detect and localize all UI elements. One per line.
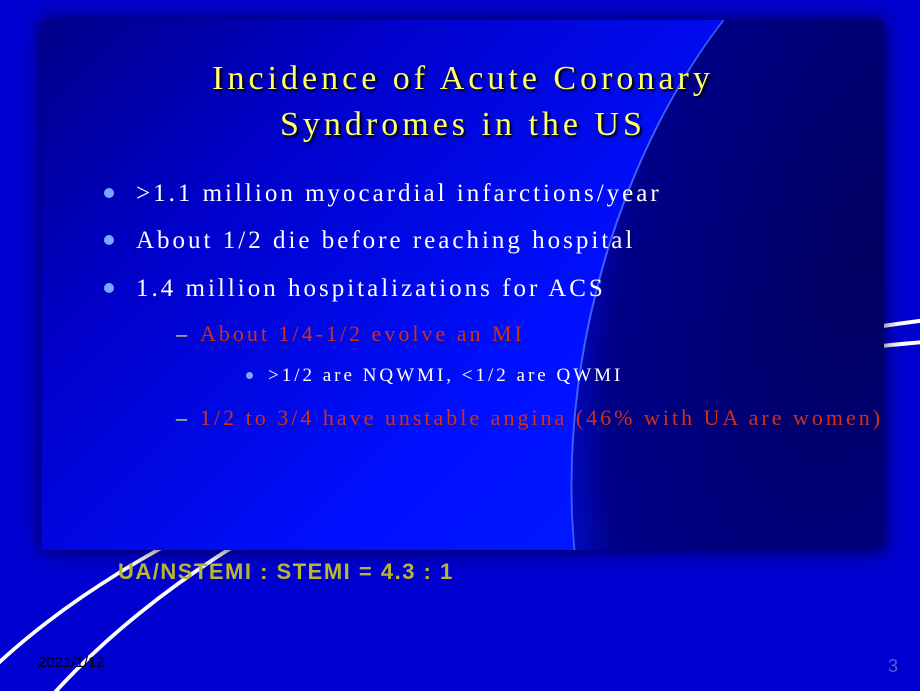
ratio-line: UA/NSTEMI : STEMI = 4.3 : 1 — [118, 559, 454, 585]
footer-date: 2021/1/12 — [38, 654, 105, 671]
bullet-3: 1.4 million hospitalizations for ACS Abo… — [104, 265, 884, 440]
slide-title: Incidence of Acute Coronary Syndromes in… — [42, 20, 884, 166]
sub-list-1: About 1/4-1/2 evolve an MI >1/2 are NQWM… — [136, 312, 884, 440]
subsub-bullet-1: >1/2 are NQWMI, <1/2 are QWMI — [246, 356, 884, 396]
sub-bullet-1-text: About 1/4-1/2 evolve an MI — [200, 321, 525, 346]
title-line-1: Incidence of Acute Coronary — [212, 60, 714, 97]
slide-background: Incidence of Acute Coronary Syndromes in… — [0, 0, 920, 691]
bullet-1: >1.1 million myocardial infarctions/year — [104, 170, 884, 218]
footer-page-number: 3 — [888, 656, 898, 677]
bullet-3-text: 1.4 million hospitalizations for ACS — [136, 275, 606, 302]
content-panel: Incidence of Acute Coronary Syndromes in… — [42, 20, 884, 550]
sub-bullet-2: 1/2 to 3/4 have unstable angina (46% wit… — [176, 396, 884, 440]
subsub-list: >1/2 are NQWMI, <1/2 are QWMI — [200, 356, 884, 396]
title-line-2: Syndromes in the US — [280, 106, 646, 143]
sub-bullet-1: About 1/4-1/2 evolve an MI >1/2 are NQWM… — [176, 312, 884, 396]
bullet-2: About 1/2 die before reaching hospital — [104, 217, 884, 265]
bullet-list: >1.1 million myocardial infarctions/year… — [42, 166, 884, 440]
